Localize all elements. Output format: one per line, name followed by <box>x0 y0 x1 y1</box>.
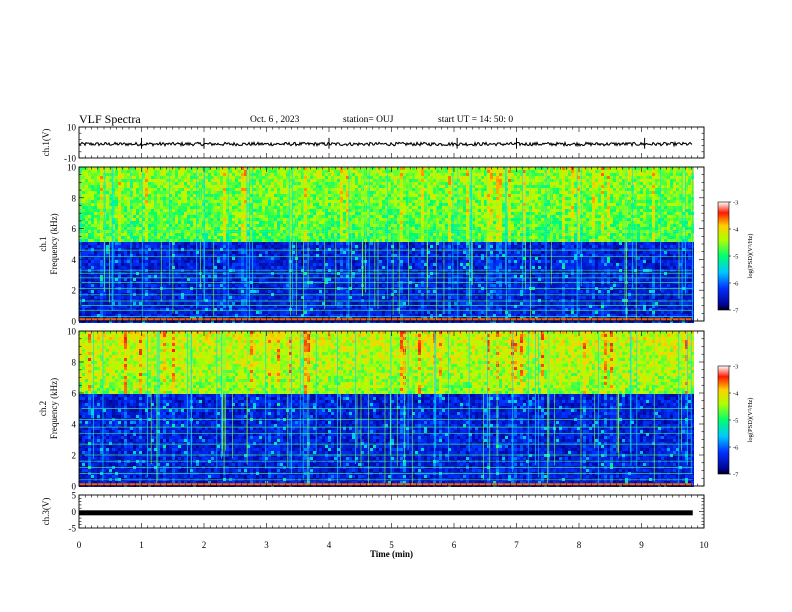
ch2-spectrogram-cells <box>79 331 694 487</box>
colorbar-tick-label: -3 <box>733 200 738 207</box>
y-axis-label: ch.1(V) <box>41 129 51 157</box>
x-tick-label: 9 <box>639 540 644 550</box>
y-tick-label: 2 <box>72 451 77 461</box>
x-tick-label: 3 <box>264 540 269 550</box>
y-tick-label: 0 <box>72 482 77 492</box>
y-tick-label: 0 <box>72 317 77 327</box>
spectrogram-dc-band <box>79 483 693 486</box>
date-label: Oct. 6 , 2023 <box>250 115 299 125</box>
y-tick-label: 0 <box>72 507 77 517</box>
colorbar-tick-label: -3 <box>733 364 738 371</box>
x-tick-label: 6 <box>452 540 457 550</box>
y-axis-label: Frequency (kHz) <box>49 378 59 439</box>
waveform-trace <box>79 510 693 516</box>
x-axis-label: Time (min) <box>370 549 413 559</box>
start-ut-label: start UT = 14: 50: 0 <box>438 115 513 125</box>
y-axis-label: ch.1 <box>38 236 48 251</box>
x-tick-label: 1 <box>139 540 144 550</box>
y-tick-label: 10 <box>67 163 77 173</box>
x-tick-label: 7 <box>514 540 519 550</box>
station-label: station= OUJ <box>343 115 393 125</box>
colorbar-label: log(PSD)(V²/Hz) <box>747 398 754 443</box>
y-tick-label: 8 <box>72 358 77 368</box>
colorbar-tick-label: -7 <box>733 308 739 315</box>
spectrogram-dc-band <box>79 318 693 321</box>
y-tick-label: 10 <box>67 123 77 133</box>
colorbar-tick-label: -6 <box>733 445 739 452</box>
y-axis-label: ch.2 <box>38 401 48 416</box>
colorbar-label: log(PSD)(V²/Hz) <box>747 234 754 279</box>
colorbar <box>717 201 730 311</box>
x-tick-label: 10 <box>700 540 710 550</box>
x-tick-label: 4 <box>327 540 332 550</box>
y-tick-label: -5 <box>69 524 77 534</box>
y-axis-label: Frequency (kHz) <box>49 213 59 274</box>
x-tick-label: 8 <box>577 540 582 550</box>
y-tick-label: 4 <box>72 420 77 430</box>
y-tick-label: 6 <box>72 224 77 234</box>
y-tick-label: 10 <box>67 327 77 337</box>
x-tick-label: 5 <box>389 540 394 550</box>
colorbar <box>717 365 730 475</box>
waveform-trace <box>78 140 693 148</box>
y-tick-label: -10 <box>64 154 76 164</box>
y-axis-label: ch.3(V) <box>41 498 51 526</box>
x-tick-label: 2 <box>202 540 207 550</box>
x-tick-label: 0 <box>77 540 82 550</box>
colorbar-tick-label: -4 <box>733 227 739 234</box>
colorbar-tick-label: -7 <box>733 472 739 479</box>
colorbar-tick-label: -5 <box>733 418 738 425</box>
colorbar-tick-label: -4 <box>733 391 739 398</box>
colorbar-tick-label: -5 <box>733 254 738 261</box>
y-tick-label: 5 <box>72 491 77 501</box>
ch1-spectrogram-cells <box>79 167 694 323</box>
colorbar-tick-label: -6 <box>733 281 739 288</box>
plot-title: VLF Spectra <box>79 112 141 127</box>
y-tick-label: 8 <box>72 193 77 203</box>
y-tick-label: 6 <box>72 389 77 399</box>
y-tick-label: 4 <box>72 255 77 265</box>
y-tick-label: 2 <box>72 286 77 296</box>
